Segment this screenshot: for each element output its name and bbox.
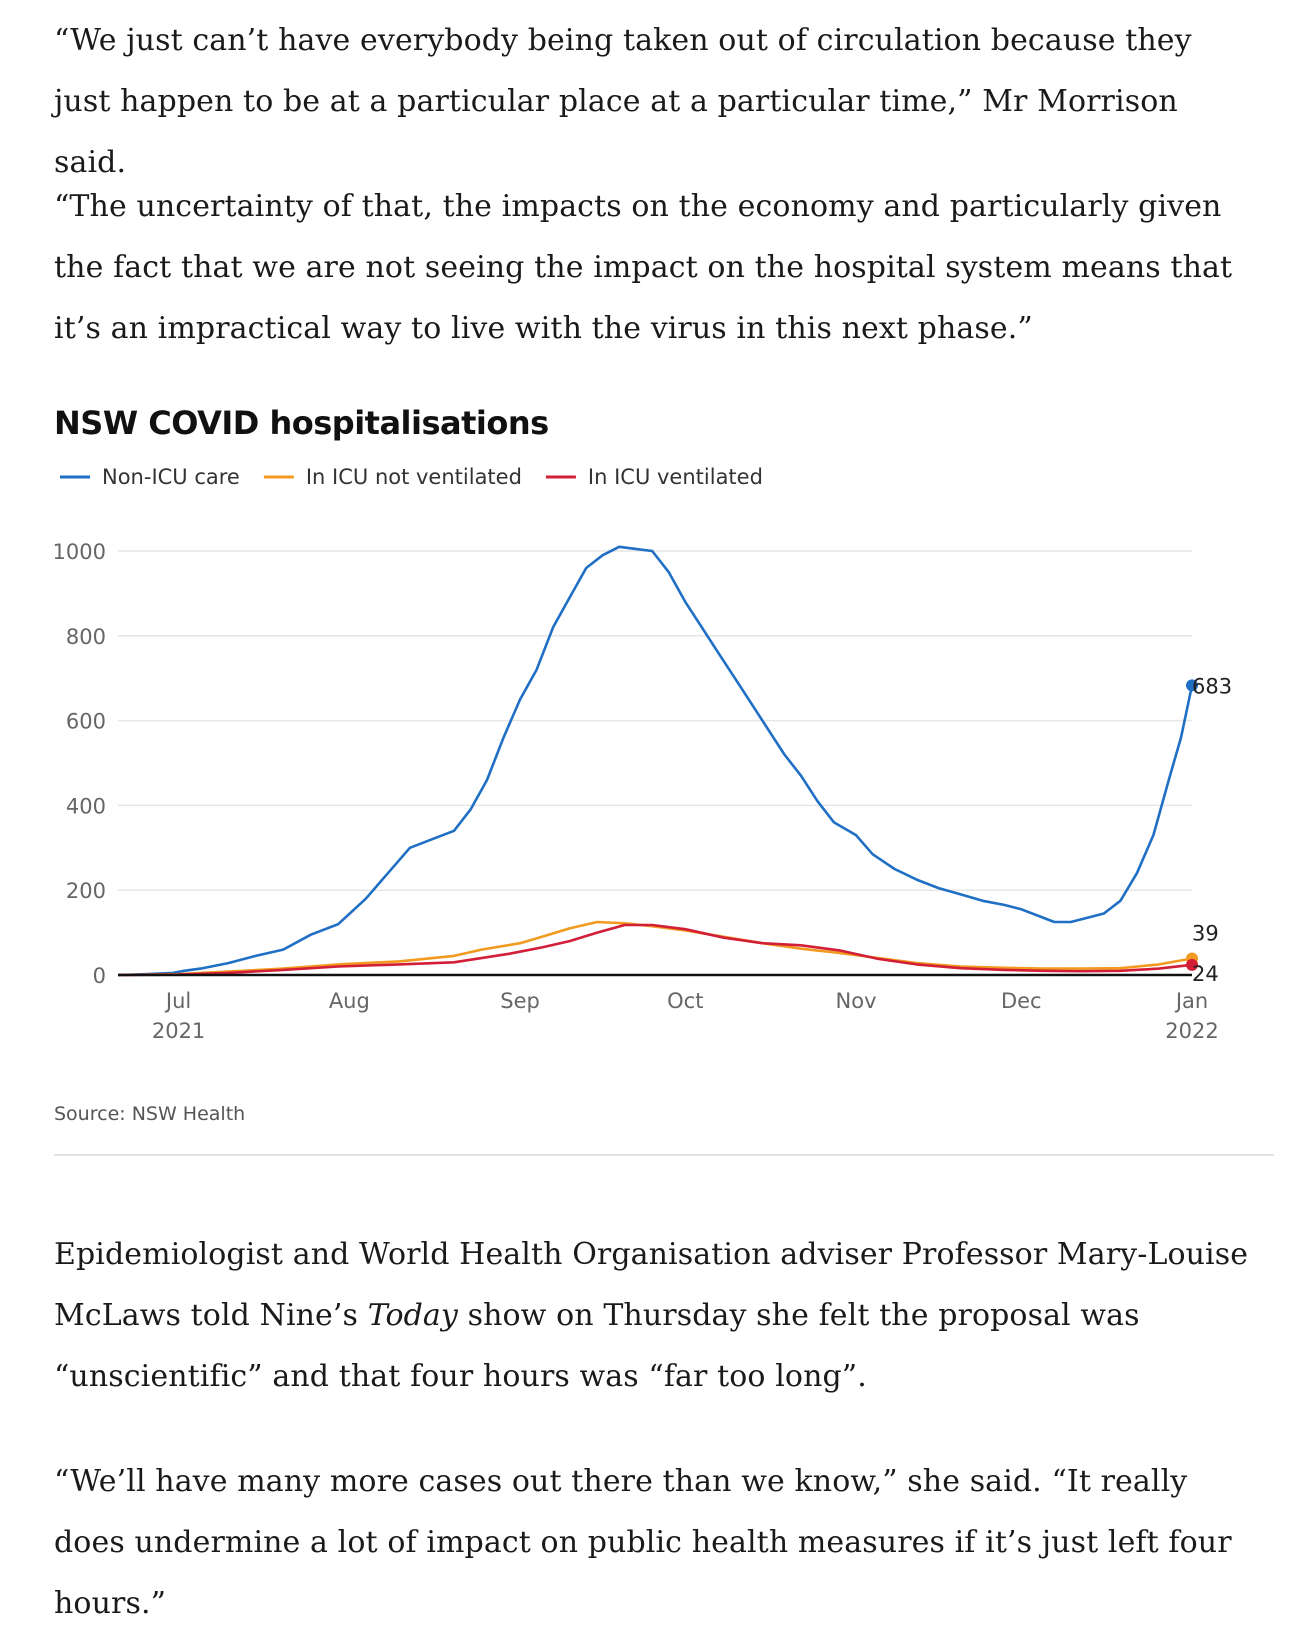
x-tick-sublabel-2021: 2021 <box>152 1019 205 1043</box>
paragraph-4: “We’ll have many more cases out there th… <box>54 1464 1232 1621</box>
series-end-point-0 <box>1186 679 1198 692</box>
chart-source: Source: NSW Health <box>54 1103 246 1125</box>
x-tick-label-dec: Dec <box>1001 989 1042 1013</box>
series-end-label-2: 24 <box>1192 962 1219 986</box>
series-line-0 <box>117 545 1194 977</box>
x-tick-label-jan: Jan <box>1174 989 1208 1013</box>
y-tick-label-200: 200 <box>66 879 106 903</box>
y-tick-label-400: 400 <box>66 794 106 818</box>
legend-label-1: In ICU not ventilated <box>306 465 522 489</box>
x-tick-sublabel-2022: 2022 <box>1165 1019 1218 1043</box>
paragraph-3-text-b: show on Thursday she felt the proposal w… <box>54 1298 1140 1394</box>
show-name: Today <box>367 1298 458 1333</box>
y-tick-label-800: 800 <box>66 625 106 649</box>
x-tick-label-sep: Sep <box>500 989 540 1013</box>
legend-label-2: In ICU ventilated <box>588 465 763 489</box>
paragraph-3-text-a: Epidemiologist and World Health Organisa… <box>54 1237 1249 1333</box>
x-tick-label-oct: Oct <box>667 989 703 1013</box>
series-line-1 <box>117 920 1193 977</box>
x-tick-label-jul: Jul <box>164 989 191 1013</box>
divider <box>54 1154 1274 1156</box>
y-tick-label-1000: 1000 <box>53 540 106 564</box>
paragraph-2: “The uncertainty of that, the impacts on… <box>54 189 1233 346</box>
series-line-2 <box>117 923 1193 977</box>
legend-label-0: Non-ICU care <box>102 465 240 489</box>
series-end-label-0: 683 <box>1192 674 1232 698</box>
chart: Non-ICU care In ICU not ventilated In ICU … <box>53 465 1233 1043</box>
chart-title: NSW COVID hospitalisations <box>54 404 549 442</box>
y-tick-label-0: 0 <box>93 964 106 988</box>
x-tick-label-nov: Nov <box>836 989 877 1013</box>
x-tick-label-aug: Aug <box>329 989 370 1013</box>
series-end-point-2 <box>1186 958 1198 971</box>
paragraph-1: “We just can’t have everybody being take… <box>54 23 1192 180</box>
series-end-label-1: 39 <box>1192 921 1219 945</box>
y-tick-label-600: 600 <box>66 710 106 734</box>
paragraph-3: Epidemiologist and World Health Organisa… <box>54 1224 1254 1407</box>
